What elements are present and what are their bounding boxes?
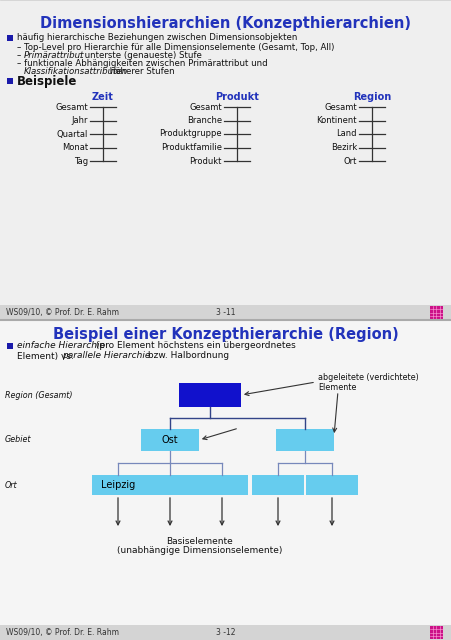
Bar xyxy=(196,475,248,495)
Text: einfache Hierarchie: einfache Hierarchie xyxy=(17,342,105,351)
Text: –: – xyxy=(17,60,21,68)
Text: Gesamt: Gesamt xyxy=(55,102,88,111)
Bar xyxy=(179,383,240,407)
Text: bzw. Halbordnung: bzw. Halbordnung xyxy=(145,351,229,360)
Text: Basiselemente: Basiselemente xyxy=(166,537,233,546)
Text: Produktgruppe: Produktgruppe xyxy=(159,129,221,138)
Text: Bezirk: Bezirk xyxy=(330,143,356,152)
Text: Primärattribut: Primärattribut xyxy=(24,51,84,61)
Bar xyxy=(305,475,357,495)
Text: häufig hierarchische Beziehungen zwischen Dimensionsobjekten: häufig hierarchische Beziehungen zwische… xyxy=(17,33,297,42)
Bar xyxy=(144,475,196,495)
Text: (unabhängige Dimensionselemente): (unabhängige Dimensionselemente) xyxy=(117,546,282,555)
Text: Ost: Ost xyxy=(161,435,178,445)
Text: Ort: Ort xyxy=(5,481,18,490)
Text: Gebiet: Gebiet xyxy=(5,435,32,445)
Text: Ort: Ort xyxy=(343,157,356,166)
Text: Produktfamilie: Produktfamilie xyxy=(161,143,221,152)
Text: Quartal: Quartal xyxy=(56,129,88,138)
Text: Region (Gesamt): Region (Gesamt) xyxy=(5,390,72,399)
Text: Beispiele: Beispiele xyxy=(17,74,77,88)
Text: Zeit: Zeit xyxy=(92,92,114,102)
Text: : unterste (genaueste) Stufe: : unterste (genaueste) Stufe xyxy=(79,51,202,61)
Text: Jahr: Jahr xyxy=(71,116,88,125)
Text: 3 -11: 3 -11 xyxy=(216,308,235,317)
Text: Branche: Branche xyxy=(186,116,221,125)
Bar xyxy=(429,306,442,319)
Text: höherer Stufen: höherer Stufen xyxy=(107,67,174,77)
Bar xyxy=(252,475,304,495)
Text: abgeleitete (verdichtete): abgeleitete (verdichtete) xyxy=(318,374,418,383)
Text: Leipzig: Leipzig xyxy=(101,480,135,490)
Text: WS09/10, © Prof. Dr. E. Rahm: WS09/10, © Prof. Dr. E. Rahm xyxy=(6,628,119,637)
Text: Dimensionshierarchien (Konzepthierarchien): Dimensionshierarchien (Konzepthierarchie… xyxy=(41,16,410,31)
Text: Element) vs.: Element) vs. xyxy=(17,351,77,360)
Text: Region: Region xyxy=(352,92,390,102)
Text: funktionale Abhängigkeiten zwischen Primärattribut und: funktionale Abhängigkeiten zwischen Prim… xyxy=(24,60,267,68)
Bar xyxy=(429,626,442,639)
Text: –: – xyxy=(17,44,21,52)
Bar xyxy=(0,305,451,320)
Text: Monat: Monat xyxy=(62,143,88,152)
Text: WS09/10, © Prof. Dr. E. Rahm: WS09/10, © Prof. Dr. E. Rahm xyxy=(6,308,119,317)
Text: Beispiel einer Konzepthierarchie (Region): Beispiel einer Konzepthierarchie (Region… xyxy=(53,327,398,342)
Bar xyxy=(7,343,13,349)
Text: 3 -12: 3 -12 xyxy=(216,628,235,637)
Text: Produkt: Produkt xyxy=(189,157,221,166)
Bar xyxy=(0,625,451,640)
Text: parallele Hierarchie: parallele Hierarchie xyxy=(62,351,150,360)
Text: Top-Level pro Hierarchie für alle Dimensionselemente (Gesamt, Top, All): Top-Level pro Hierarchie für alle Dimens… xyxy=(24,44,334,52)
Text: –: – xyxy=(17,51,21,61)
Bar xyxy=(7,35,13,41)
Text: Tag: Tag xyxy=(74,157,88,166)
Text: Land: Land xyxy=(336,129,356,138)
Text: Gesamt: Gesamt xyxy=(189,102,221,111)
Text: Kontinent: Kontinent xyxy=(316,116,356,125)
Bar xyxy=(92,475,144,495)
Text: Klassifikationsattributen: Klassifikationsattributen xyxy=(24,67,128,77)
Bar xyxy=(7,78,13,84)
Text: Elemente: Elemente xyxy=(318,383,355,392)
Bar xyxy=(141,429,198,451)
Text: (pro Element höchstens ein übergeordnetes: (pro Element höchstens ein übergeordnete… xyxy=(93,342,295,351)
Text: Produkt: Produkt xyxy=(215,92,258,102)
Bar xyxy=(276,429,333,451)
Text: Gesamt: Gesamt xyxy=(324,102,356,111)
